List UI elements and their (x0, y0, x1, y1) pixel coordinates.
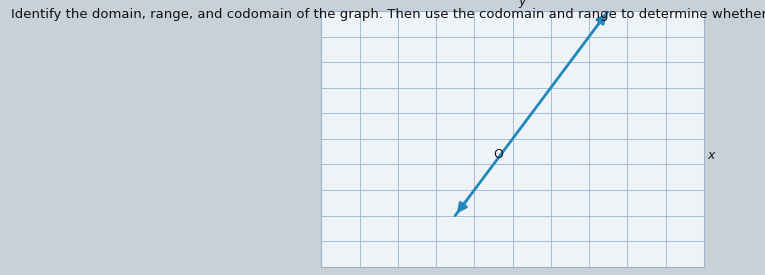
Text: Identify the domain, range, and codomain of the graph. Then use the codomain and: Identify the domain, range, and codomain… (11, 8, 765, 21)
Text: y: y (518, 0, 526, 9)
Text: x: x (708, 149, 715, 162)
Text: O: O (493, 148, 503, 161)
